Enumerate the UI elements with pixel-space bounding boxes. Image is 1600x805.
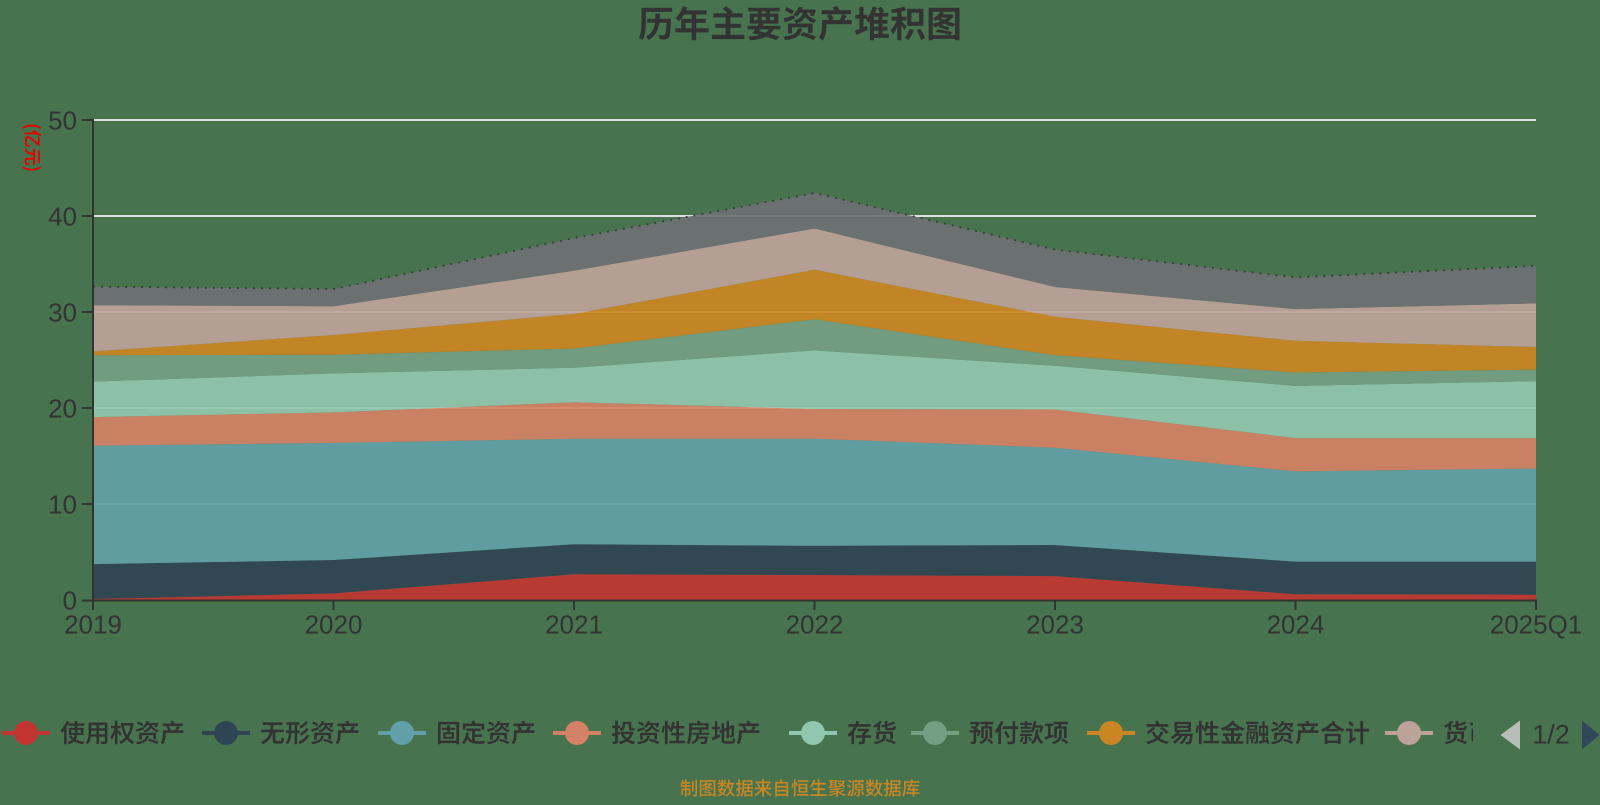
svg-text:40: 40 — [48, 202, 77, 232]
svg-text:2023: 2023 — [1026, 610, 1084, 640]
svg-text:0: 0 — [63, 586, 77, 616]
svg-text:10: 10 — [48, 490, 77, 520]
svg-text:1/2: 1/2 — [1532, 720, 1570, 750]
svg-text:2024: 2024 — [1267, 610, 1325, 640]
svg-text:2022: 2022 — [786, 610, 844, 640]
svg-text:2025Q1: 2025Q1 — [1490, 610, 1583, 640]
svg-text:2019: 2019 — [64, 610, 122, 640]
svg-text:2021: 2021 — [545, 610, 603, 640]
svg-text:2020: 2020 — [305, 610, 363, 640]
svg-text:50: 50 — [48, 106, 77, 136]
svg-text:30: 30 — [48, 298, 77, 328]
svg-text:20: 20 — [48, 394, 77, 424]
